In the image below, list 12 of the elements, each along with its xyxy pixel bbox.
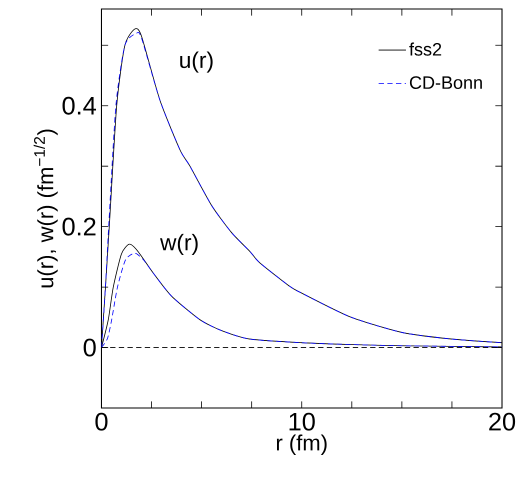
y-tick-label: 0.4: [62, 96, 96, 115]
x-tick-label: 10: [290, 412, 315, 431]
y-axis-title: u(r), w(r) (fm$^{−1/2}$): [34, 130, 58, 288]
x-tick-label: 0: [95, 412, 108, 431]
legend-label: fss2: [409, 42, 442, 56]
annotation: w(r): [160, 234, 198, 255]
annotation: u(r): [180, 52, 213, 73]
legend-label: CD-Bonn: [410, 76, 482, 89]
x-axis-title: r (fm): [276, 434, 327, 455]
y-tick-label: 0.2: [62, 218, 96, 236]
x-tick-label: 20: [489, 412, 516, 431]
y-tick-label: 0: [84, 338, 96, 357]
